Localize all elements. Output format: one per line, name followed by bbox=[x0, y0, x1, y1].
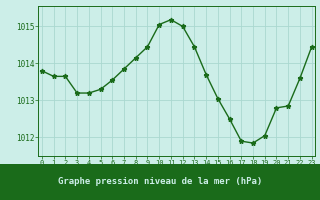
Text: Graphe pression niveau de la mer (hPa): Graphe pression niveau de la mer (hPa) bbox=[58, 178, 262, 186]
